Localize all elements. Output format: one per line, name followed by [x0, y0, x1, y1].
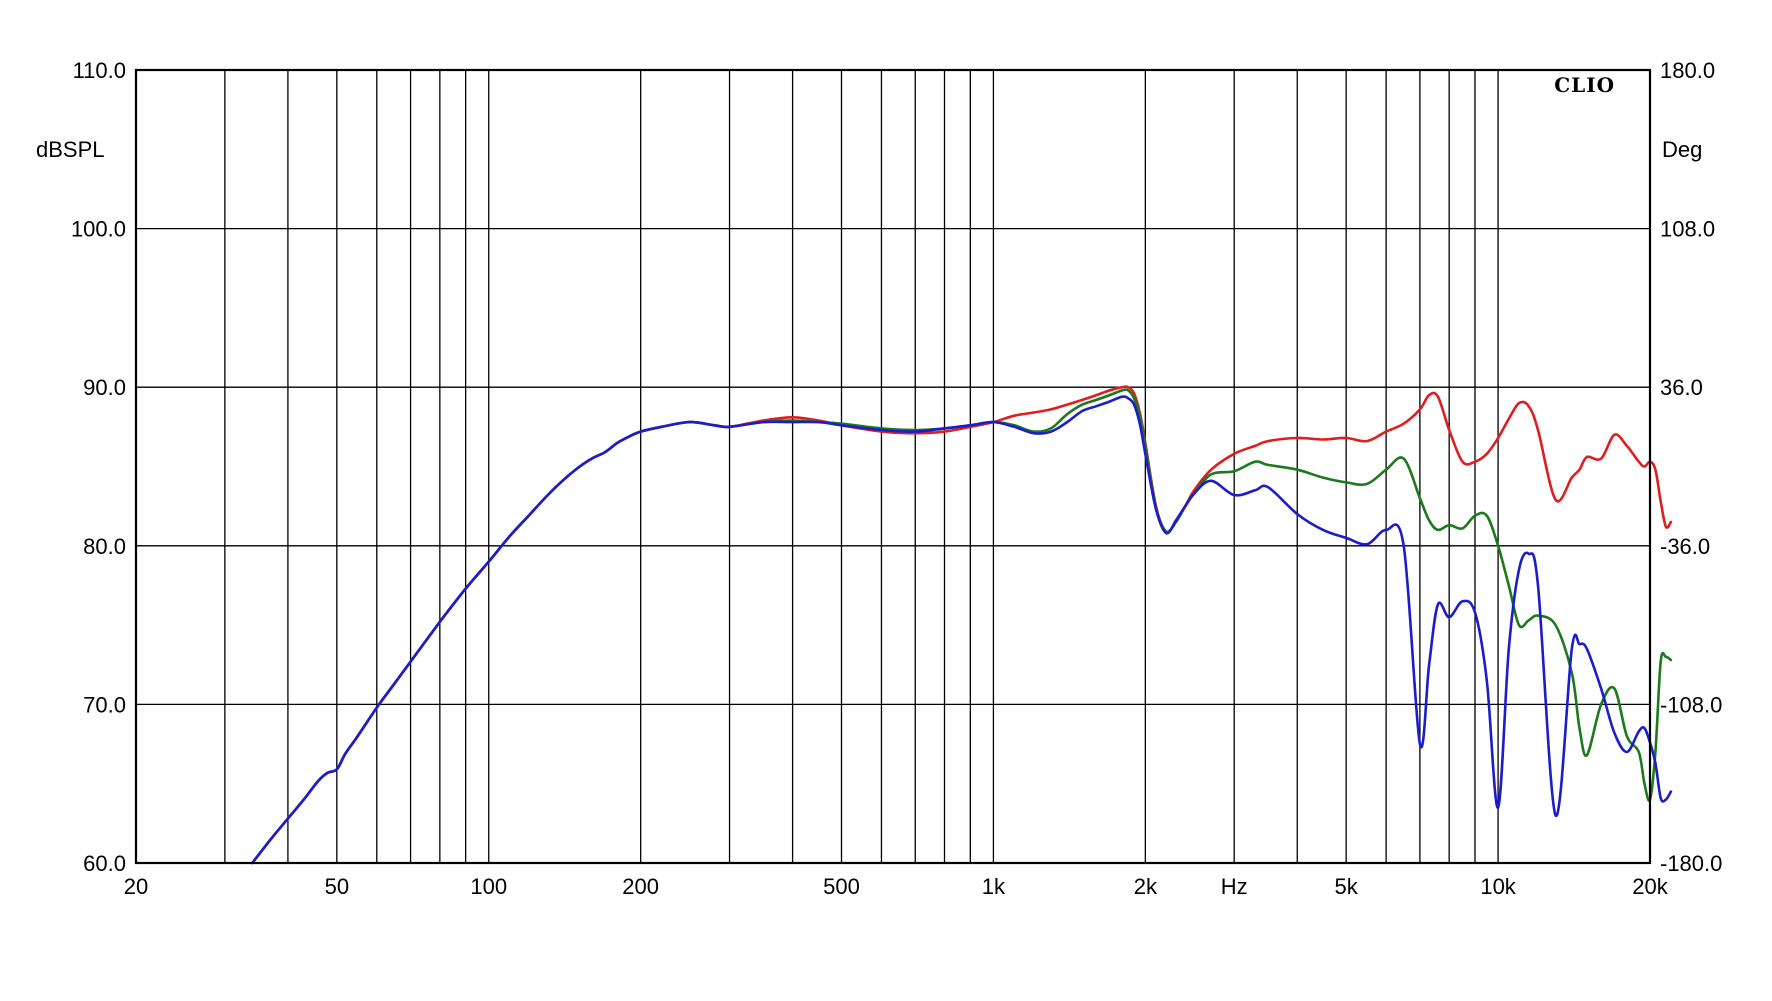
tick-labels: 20 50 100 200 500 1k 2k Hz 5k 10k 20k 110.0 100.0 90.… [71, 58, 1722, 899]
x-tick-label: 5k [1335, 874, 1359, 899]
y-tick-label-left: 110.0 [73, 58, 126, 83]
x-tick-label: 1k [982, 874, 1006, 899]
y-tick-label-left: 60.0 [83, 851, 126, 876]
y-tick-label-right: -180.0 [1660, 851, 1722, 876]
x-tick-label: 200 [622, 874, 659, 899]
y-tick-label-left: 90.0 [83, 375, 126, 400]
x-tick-label: 20 [124, 874, 148, 899]
x-tick-label: 10k [1480, 874, 1516, 899]
y-tick-label-left: 100.0 [71, 217, 126, 242]
y-tick-label-left: 70.0 [83, 692, 126, 717]
y-axis-label-right: Deg [1662, 137, 1702, 162]
y-tick-label-right: 108.0 [1660, 217, 1715, 242]
y-tick-label-right: -36.0 [1660, 534, 1710, 559]
x-tick-label: 50 [325, 874, 349, 899]
clio-brand-label: CLIO [1554, 73, 1615, 97]
x-tick-label: 20k [1632, 874, 1668, 899]
x-tick-label: 2k [1134, 874, 1158, 899]
curves [251, 385, 1673, 865]
y-tick-label-right: 36.0 [1660, 375, 1703, 400]
x-tick-label: 500 [823, 874, 860, 899]
y-axis-label-left: dBSPL [36, 137, 105, 162]
y-tick-label-right: -108.0 [1660, 692, 1722, 717]
y-tick-label-right: 180.0 [1660, 58, 1715, 83]
x-tick-label: 100 [470, 874, 507, 899]
y-tick-label-left: 80.0 [83, 534, 126, 559]
plot-frame [134, 68, 1652, 865]
series-line-blue [251, 395, 1673, 865]
x-tick-label: Hz [1221, 874, 1248, 899]
